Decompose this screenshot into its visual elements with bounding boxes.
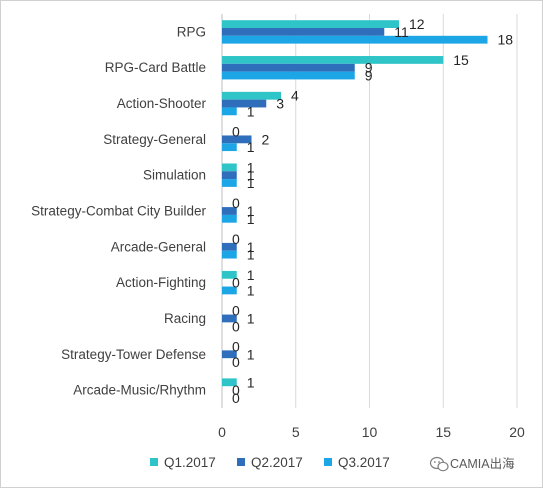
bar xyxy=(222,56,444,64)
bar xyxy=(222,35,488,44)
data-label: 0 xyxy=(232,338,240,354)
bar xyxy=(222,63,355,72)
bar xyxy=(222,207,237,215)
data-label: 0 xyxy=(232,318,240,334)
data-label: 2 xyxy=(262,131,270,147)
x-tick-label: 0 xyxy=(218,424,226,440)
data-label: 12 xyxy=(409,16,425,32)
x-tick-label: 5 xyxy=(292,424,300,440)
legend-swatch xyxy=(150,458,158,466)
data-label: 1 xyxy=(247,267,255,283)
category-label: Action-Fighting xyxy=(116,275,206,290)
category-labels: RPG RPG-Card Battle Action-Shooter Strategy… xyxy=(31,24,206,397)
category-label: Simulation xyxy=(143,168,206,183)
data-label: 0 xyxy=(232,195,240,211)
bar xyxy=(222,286,237,295)
category-label: Arcade-Music/Rhythm xyxy=(73,383,206,398)
data-label: 0 xyxy=(232,390,240,406)
category-label: Strategy-General xyxy=(103,132,206,147)
data-label: 0 xyxy=(232,382,240,398)
bar xyxy=(222,28,385,36)
wechat-logo-icon xyxy=(429,456,449,472)
legend-label: Q3.2017 xyxy=(338,455,390,470)
bar xyxy=(222,99,267,108)
x-axis-tick-labels: 0 5 10 15 20 xyxy=(218,424,525,440)
bar xyxy=(222,378,237,387)
data-label: 0 xyxy=(232,354,240,370)
data-label: 9 xyxy=(365,68,373,84)
legend-swatch xyxy=(237,458,245,466)
data-label: 0 xyxy=(232,275,240,291)
data-label: 4 xyxy=(291,88,299,104)
bars xyxy=(222,20,488,387)
bar xyxy=(222,71,355,80)
bar xyxy=(222,314,237,323)
legend: Q1.2017 Q2.2017 Q3.2017 xyxy=(150,455,390,470)
bar xyxy=(222,214,237,223)
data-label: 1 xyxy=(247,310,255,326)
data-label: 9 xyxy=(365,60,373,76)
legend-label: Q1.2017 xyxy=(164,455,216,470)
category-label: Strategy-Tower Defense xyxy=(61,347,206,362)
category-label: Racing xyxy=(164,311,206,326)
bar xyxy=(222,171,237,180)
data-label: 1 xyxy=(247,247,255,263)
data-label: 18 xyxy=(498,32,514,48)
data-label: 0 xyxy=(232,124,240,140)
bar xyxy=(222,270,237,279)
data-label: 1 xyxy=(247,139,255,155)
x-tick-label: 20 xyxy=(509,424,525,440)
watermark: CAMIA出海 xyxy=(429,456,515,472)
bar xyxy=(222,163,237,172)
x-tick-label: 15 xyxy=(435,424,451,440)
category-label: RPG xyxy=(177,24,206,39)
data-label: 1 xyxy=(247,175,255,191)
legend-label: Q2.2017 xyxy=(251,455,303,470)
bar xyxy=(222,143,237,152)
data-label: 3 xyxy=(276,96,284,112)
data-label: 1 xyxy=(247,203,255,219)
data-label: 1 xyxy=(247,103,255,119)
data-label: 15 xyxy=(453,52,469,68)
data-label: 0 xyxy=(232,231,240,247)
bar xyxy=(222,20,399,29)
category-label: RPG-Card Battle xyxy=(105,60,206,75)
data-label: 1 xyxy=(247,282,255,298)
category-label: Arcade-General xyxy=(111,239,206,254)
bar xyxy=(222,350,237,359)
data-label: 1 xyxy=(247,211,255,227)
data-label: 1 xyxy=(247,239,255,255)
data-label: 1 xyxy=(247,167,255,183)
category-label: Strategy-Combat City Builder xyxy=(31,204,206,219)
bar xyxy=(222,91,281,100)
x-tick-label: 10 xyxy=(362,424,378,440)
data-label: 1 xyxy=(247,159,255,175)
data-label: 11 xyxy=(394,24,409,40)
bar xyxy=(222,135,252,144)
gridlines xyxy=(221,14,518,408)
category-label: Action-Shooter xyxy=(117,96,207,111)
bar xyxy=(222,242,237,251)
data-label: 1 xyxy=(247,374,255,390)
watermark-text: CAMIA出海 xyxy=(450,456,515,471)
legend-swatch xyxy=(324,458,332,466)
bar xyxy=(222,179,237,187)
data-label: 1 xyxy=(247,346,255,362)
bar xyxy=(222,250,237,259)
data-label: 0 xyxy=(232,303,240,319)
bar xyxy=(222,107,237,116)
